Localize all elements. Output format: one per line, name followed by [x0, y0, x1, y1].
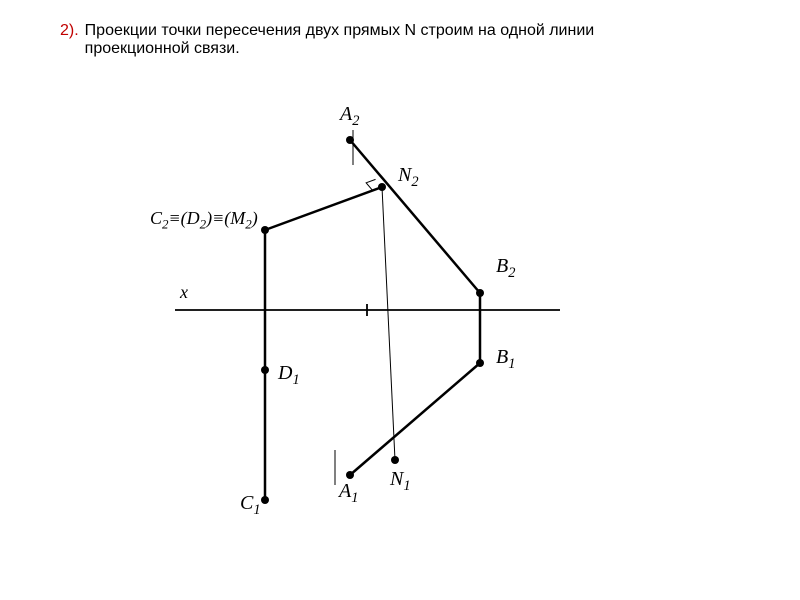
- point-label: B1: [496, 346, 515, 373]
- point-label: N2: [398, 164, 419, 191]
- projection-diagram: [0, 0, 800, 600]
- point-label: A1: [339, 480, 358, 507]
- point-label: B2: [496, 255, 515, 282]
- point-label: x: [180, 282, 188, 303]
- point-label: D1: [278, 362, 300, 389]
- combined-label: C2≡(D2)≡(M2): [150, 208, 258, 233]
- point-label: C1: [240, 492, 261, 519]
- point-label: N1: [390, 468, 411, 495]
- point-label: A2: [340, 103, 359, 130]
